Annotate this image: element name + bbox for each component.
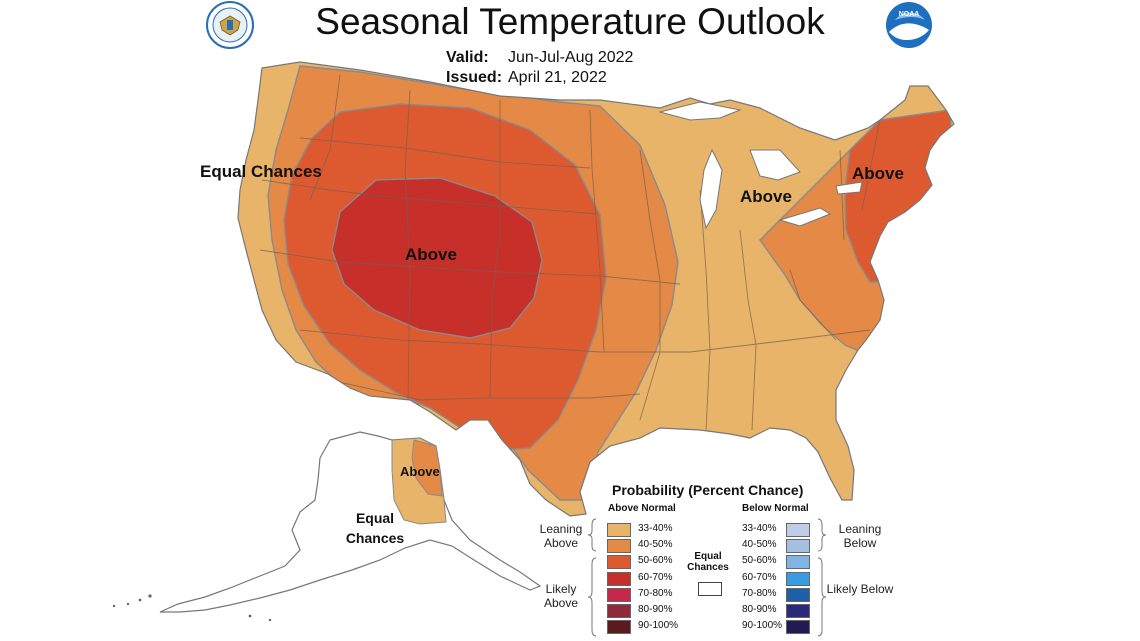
legend-above-swatch [607,539,631,554]
label-central-above: Above [405,245,457,264]
legend-above-range-label: 60-70% [638,571,673,583]
legend-below-range-label: 80-90% [742,604,777,615]
legend-below-range-label: 40-50% [742,539,777,551]
zone-60-70-core [331,177,543,339]
legend-above-range-label: 90-100% [638,620,679,632]
commerce-seal-icon [206,1,254,49]
valid-value: Jun-Jul-Aug 2022 [508,49,634,66]
legend-above-range-label: 50-60% [638,555,673,567]
state-boundaries [259,74,881,431]
legend-below-range-label: 70-80% [742,587,777,599]
legend-below-range-label: 60-70% [742,571,777,583]
legend-above-swatch [607,620,631,635]
legend-above-range-label: 80-90% [638,604,673,615]
legend-above-swatch [607,555,631,570]
legend-leaning-above: Leaning Above [539,522,583,550]
valid-row: Valid: Jun-Jul-Aug 2022 [446,48,633,68]
legend-above-header: Above Normal [608,503,676,514]
issued-value: April 21, 2022 [508,69,607,86]
outlook-dates: Valid: Jun-Jul-Aug 2022 Issued: April 21, … [446,48,633,88]
label-great-lakes-above: Above [740,187,792,206]
legend-equal-chances-label: Equal Chances [687,551,729,573]
legend-above-swatch [607,523,631,537]
probability-legend: Probability (Percent Chance) Above Norma… [530,480,1130,641]
alaska-zone-40-50 [411,439,443,497]
page-title: Seasonal Temperature Outlook [315,1,825,42]
aleutian-islands [112,594,272,622]
issued-row: Issued: April 21, 2022 [446,68,633,88]
conus-outline [237,61,955,517]
legend-equal-chances-swatch [698,582,722,596]
svg-text:NOAA: NOAA [899,11,920,18]
legend-below-swatch [786,523,810,537]
legend-below-header: Below Normal [742,503,809,514]
legend-above-range-label: 40-50% [638,539,673,551]
legend-below-swatch [786,620,810,635]
noaa-logo-icon: NOAA [886,2,932,48]
legend-below-swatch [786,555,810,570]
great-lakes [658,101,863,230]
legend-below-range-label: 90-100% [742,620,783,632]
legend-above-range-label: 33-40% [638,523,673,534]
legend-below-swatch [786,604,810,618]
legend-likely-below: Likely Below [826,582,894,596]
legend-above-swatch [607,604,631,618]
legend-below-range-label: 33-40% [742,523,777,534]
legend-below-range-label: 50-60% [742,555,777,567]
legend-title: Probability (Percent Chance) [612,482,804,498]
legend-above-swatch [607,587,631,602]
valid-label: Valid: [446,49,489,66]
legend-below-swatch [786,571,810,586]
legend-below-swatch [786,539,810,554]
label-alaska-equal-chances: Equal Chances [345,510,405,546]
legend-above-swatch [607,571,631,586]
legend-above-range-label: 70-80% [638,587,673,599]
legend-braces [587,518,827,637]
label-alaska-above: Above [400,464,440,479]
label-west-equal-chances: Equal Chances [200,162,322,181]
legend-leaning-below: Leaning Below [838,522,882,550]
legend-below-swatch [786,587,810,602]
issued-label: Issued: [446,69,503,86]
legend-likely-above: Likely Above [543,582,579,610]
label-northeast-above: Above [852,164,904,183]
